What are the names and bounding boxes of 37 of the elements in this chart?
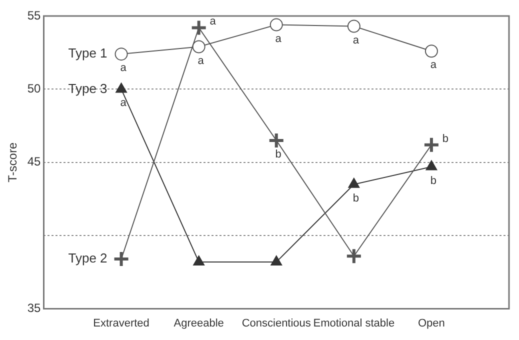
annotation: b [275, 148, 282, 160]
point [270, 255, 282, 266]
annotation: a [430, 59, 438, 72]
series-label: Type 1 [68, 46, 108, 61]
point [348, 178, 360, 188]
y-axis-title: T-score [6, 142, 20, 182]
annotation: a [210, 16, 217, 28]
annotation: a [120, 62, 128, 74]
point [114, 48, 128, 61]
series-label: Type 3 [68, 80, 108, 96]
point [190, 19, 208, 36]
point [116, 82, 127, 93]
x-tick-label: Conscientious [242, 317, 312, 330]
x-tick-label: Extraverted [93, 317, 150, 330]
point [426, 160, 438, 170]
point [424, 44, 438, 58]
y-tick-label: 45 [27, 154, 42, 169]
x-tick-label: Emotional stable [313, 317, 395, 330]
annotation: a [352, 34, 360, 46]
point [192, 40, 206, 54]
x-tick-label: Agreeable [174, 317, 224, 330]
point [270, 18, 283, 32]
y-tick-label: 55 [27, 8, 42, 22]
y-tick-label: 50 [27, 82, 42, 96]
annotation: a [275, 32, 282, 45]
annotation: a [198, 54, 205, 67]
annotation: a [120, 97, 128, 110]
y-tick-label: 35 [27, 301, 42, 316]
annotation: b [442, 132, 449, 145]
annotation: b [352, 192, 359, 204]
point [193, 255, 205, 266]
point [422, 136, 440, 154]
series-label: Type 2 [68, 250, 108, 266]
annotation: b [430, 174, 437, 187]
point [347, 20, 360, 33]
point [268, 132, 285, 149]
x-tick-label: Open [418, 317, 445, 330]
